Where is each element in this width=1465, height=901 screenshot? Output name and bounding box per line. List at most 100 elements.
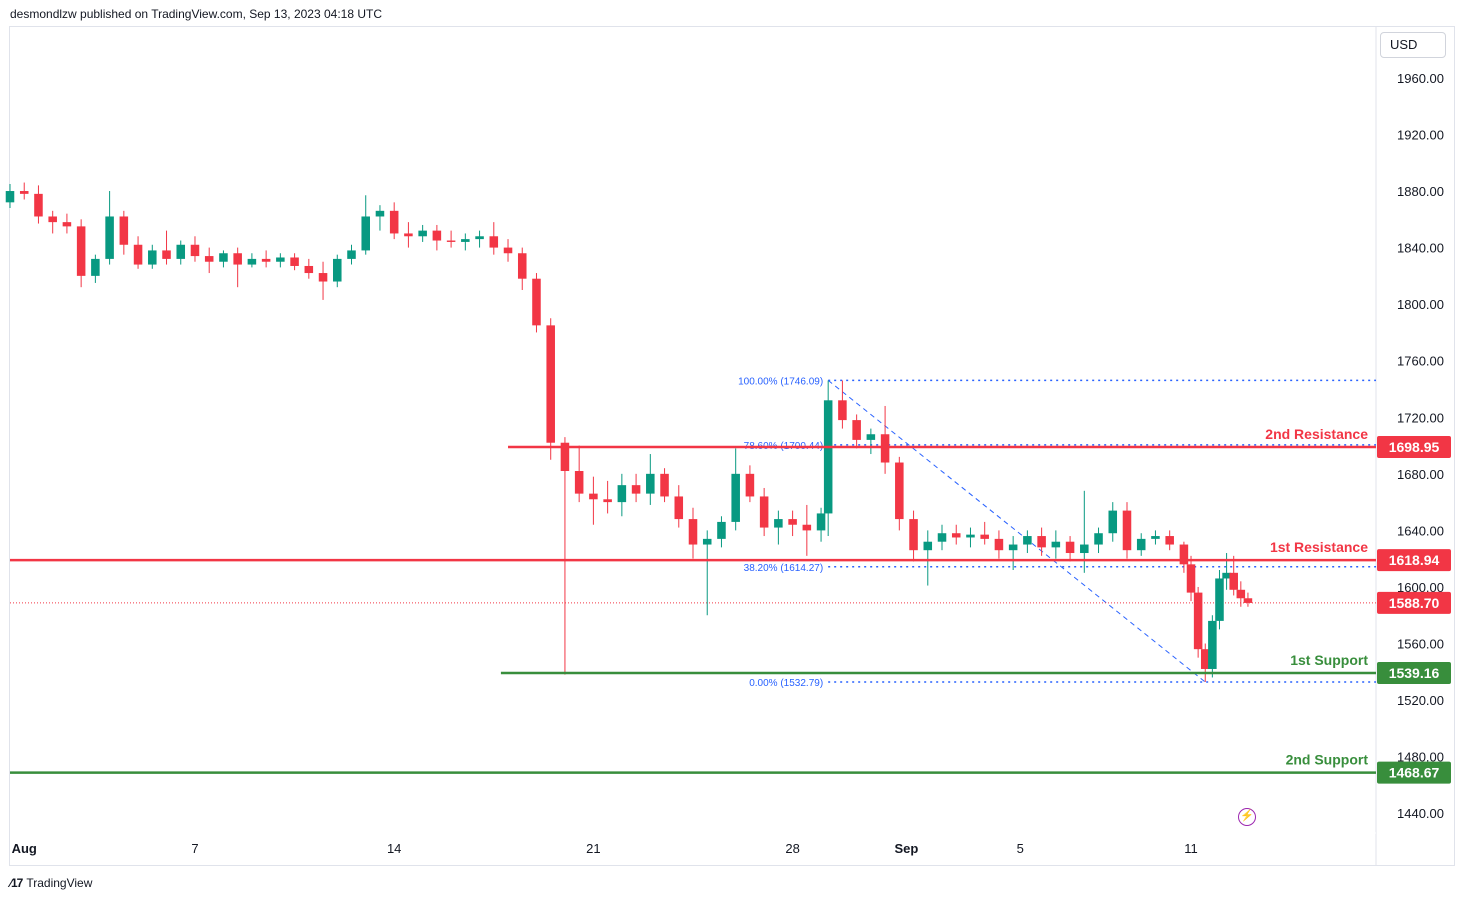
y-tick-label: 1840.00 [1397,241,1444,256]
y-tick-label: 1760.00 [1397,354,1444,369]
chart-frame [9,26,1455,866]
candle-body [1094,533,1103,545]
candle-body [660,473,669,497]
y-tick-label: 1680.00 [1397,467,1444,482]
candle-body [816,513,826,531]
level-name: 2nd Support [1286,752,1369,768]
candle-body [994,538,1004,551]
candle-body [909,519,918,551]
y-tick-label: 1960.00 [1397,71,1444,86]
fib-level-label: 0.00% (1532.79) [749,678,823,689]
candle-body [560,442,570,472]
candle-body [5,191,15,203]
fib-level-label: 38.20% (1614.27) [744,563,824,574]
candle-body [1122,510,1132,551]
candle-body [489,236,499,248]
candle-body [923,541,933,551]
y-tick-label: 1640.00 [1397,523,1444,538]
candle-body [1065,541,1075,554]
candle-body [119,216,129,245]
level-name: 1st Resistance [1270,539,1368,555]
candle-body [1229,572,1238,590]
candle-body [1136,538,1146,551]
candle-body [404,233,413,237]
candle-body [446,240,456,242]
footer-brand[interactable]: ⁄17 TradingView [10,876,92,890]
level-price-tag [1377,661,1451,684]
candle-body [190,244,200,257]
level-price-label: 1698.95 [1389,439,1440,455]
candle-body [233,253,242,265]
candle-body [34,193,43,217]
candle-body [1208,620,1217,669]
candle-body [1008,544,1018,551]
candle-body [1193,592,1203,650]
candle-body [204,256,214,262]
lightning-icon[interactable]: ⚡ [1238,808,1256,826]
candle-body [966,534,975,538]
candle-body [389,210,399,234]
candle-body [532,278,541,326]
candle-body [48,216,57,223]
candle-body [574,471,584,494]
candle-body [674,496,684,520]
candle-body [1080,544,1089,554]
candle-body [745,473,755,497]
candle-body [432,230,442,241]
tradingview-logo-icon: ⁄17 [10,876,23,890]
candle-body [76,226,86,276]
candle-body [418,230,427,237]
y-tick-label: 1440.00 [1397,806,1444,821]
y-tick-label: 1880.00 [1397,184,1444,199]
y-tick-label: 1520.00 [1397,693,1444,708]
candle-body [617,485,627,503]
candle-body [1200,649,1210,669]
candle-body [717,521,726,539]
level-price-tag [1377,549,1451,572]
candle-body [91,258,100,276]
candle-body [290,257,299,266]
candle-body [375,210,385,217]
candle-body [503,247,513,254]
candle-body [1186,564,1196,593]
level-name: 2nd Resistance [1265,426,1368,442]
current-price-tag [1377,591,1451,614]
x-tick-label: 7 [191,841,198,856]
candle-body [62,222,72,227]
candle-body [731,473,740,522]
candle-body [347,250,356,259]
footer-brand-label: TradingView [26,876,93,890]
candle-body [1243,598,1253,603]
candle-body [219,253,228,262]
candle-body [603,499,612,503]
candle-body [176,244,186,259]
candle-body [333,258,342,282]
candle-body [261,258,271,262]
level-name: 1st Support [1290,652,1368,668]
candle-body [133,244,143,265]
candle-body [162,250,171,259]
fib-level-label: 100.00% (1746.09) [738,376,823,387]
candle-body [852,420,861,440]
candle-body [589,493,598,500]
candle-body [1222,572,1231,579]
candle-body [517,253,527,279]
level-price-tag [1377,436,1451,459]
candle-body [631,485,641,494]
y-tick-label: 1560.00 [1397,637,1444,652]
candle-body [1151,536,1160,539]
candle-body [702,538,712,545]
candle-body [105,216,114,259]
candle-body [1023,536,1032,545]
candle-body [1179,544,1189,565]
candle-body [546,325,555,443]
candle-body [1037,536,1046,548]
candle-body [247,258,257,265]
candle-body [951,533,961,538]
level-price-label: 1539.16 [1389,665,1440,681]
level-price-tag [1377,761,1451,784]
candle-body [895,462,904,520]
currency-selector[interactable]: USD [1380,32,1446,58]
candle-body [148,250,157,265]
